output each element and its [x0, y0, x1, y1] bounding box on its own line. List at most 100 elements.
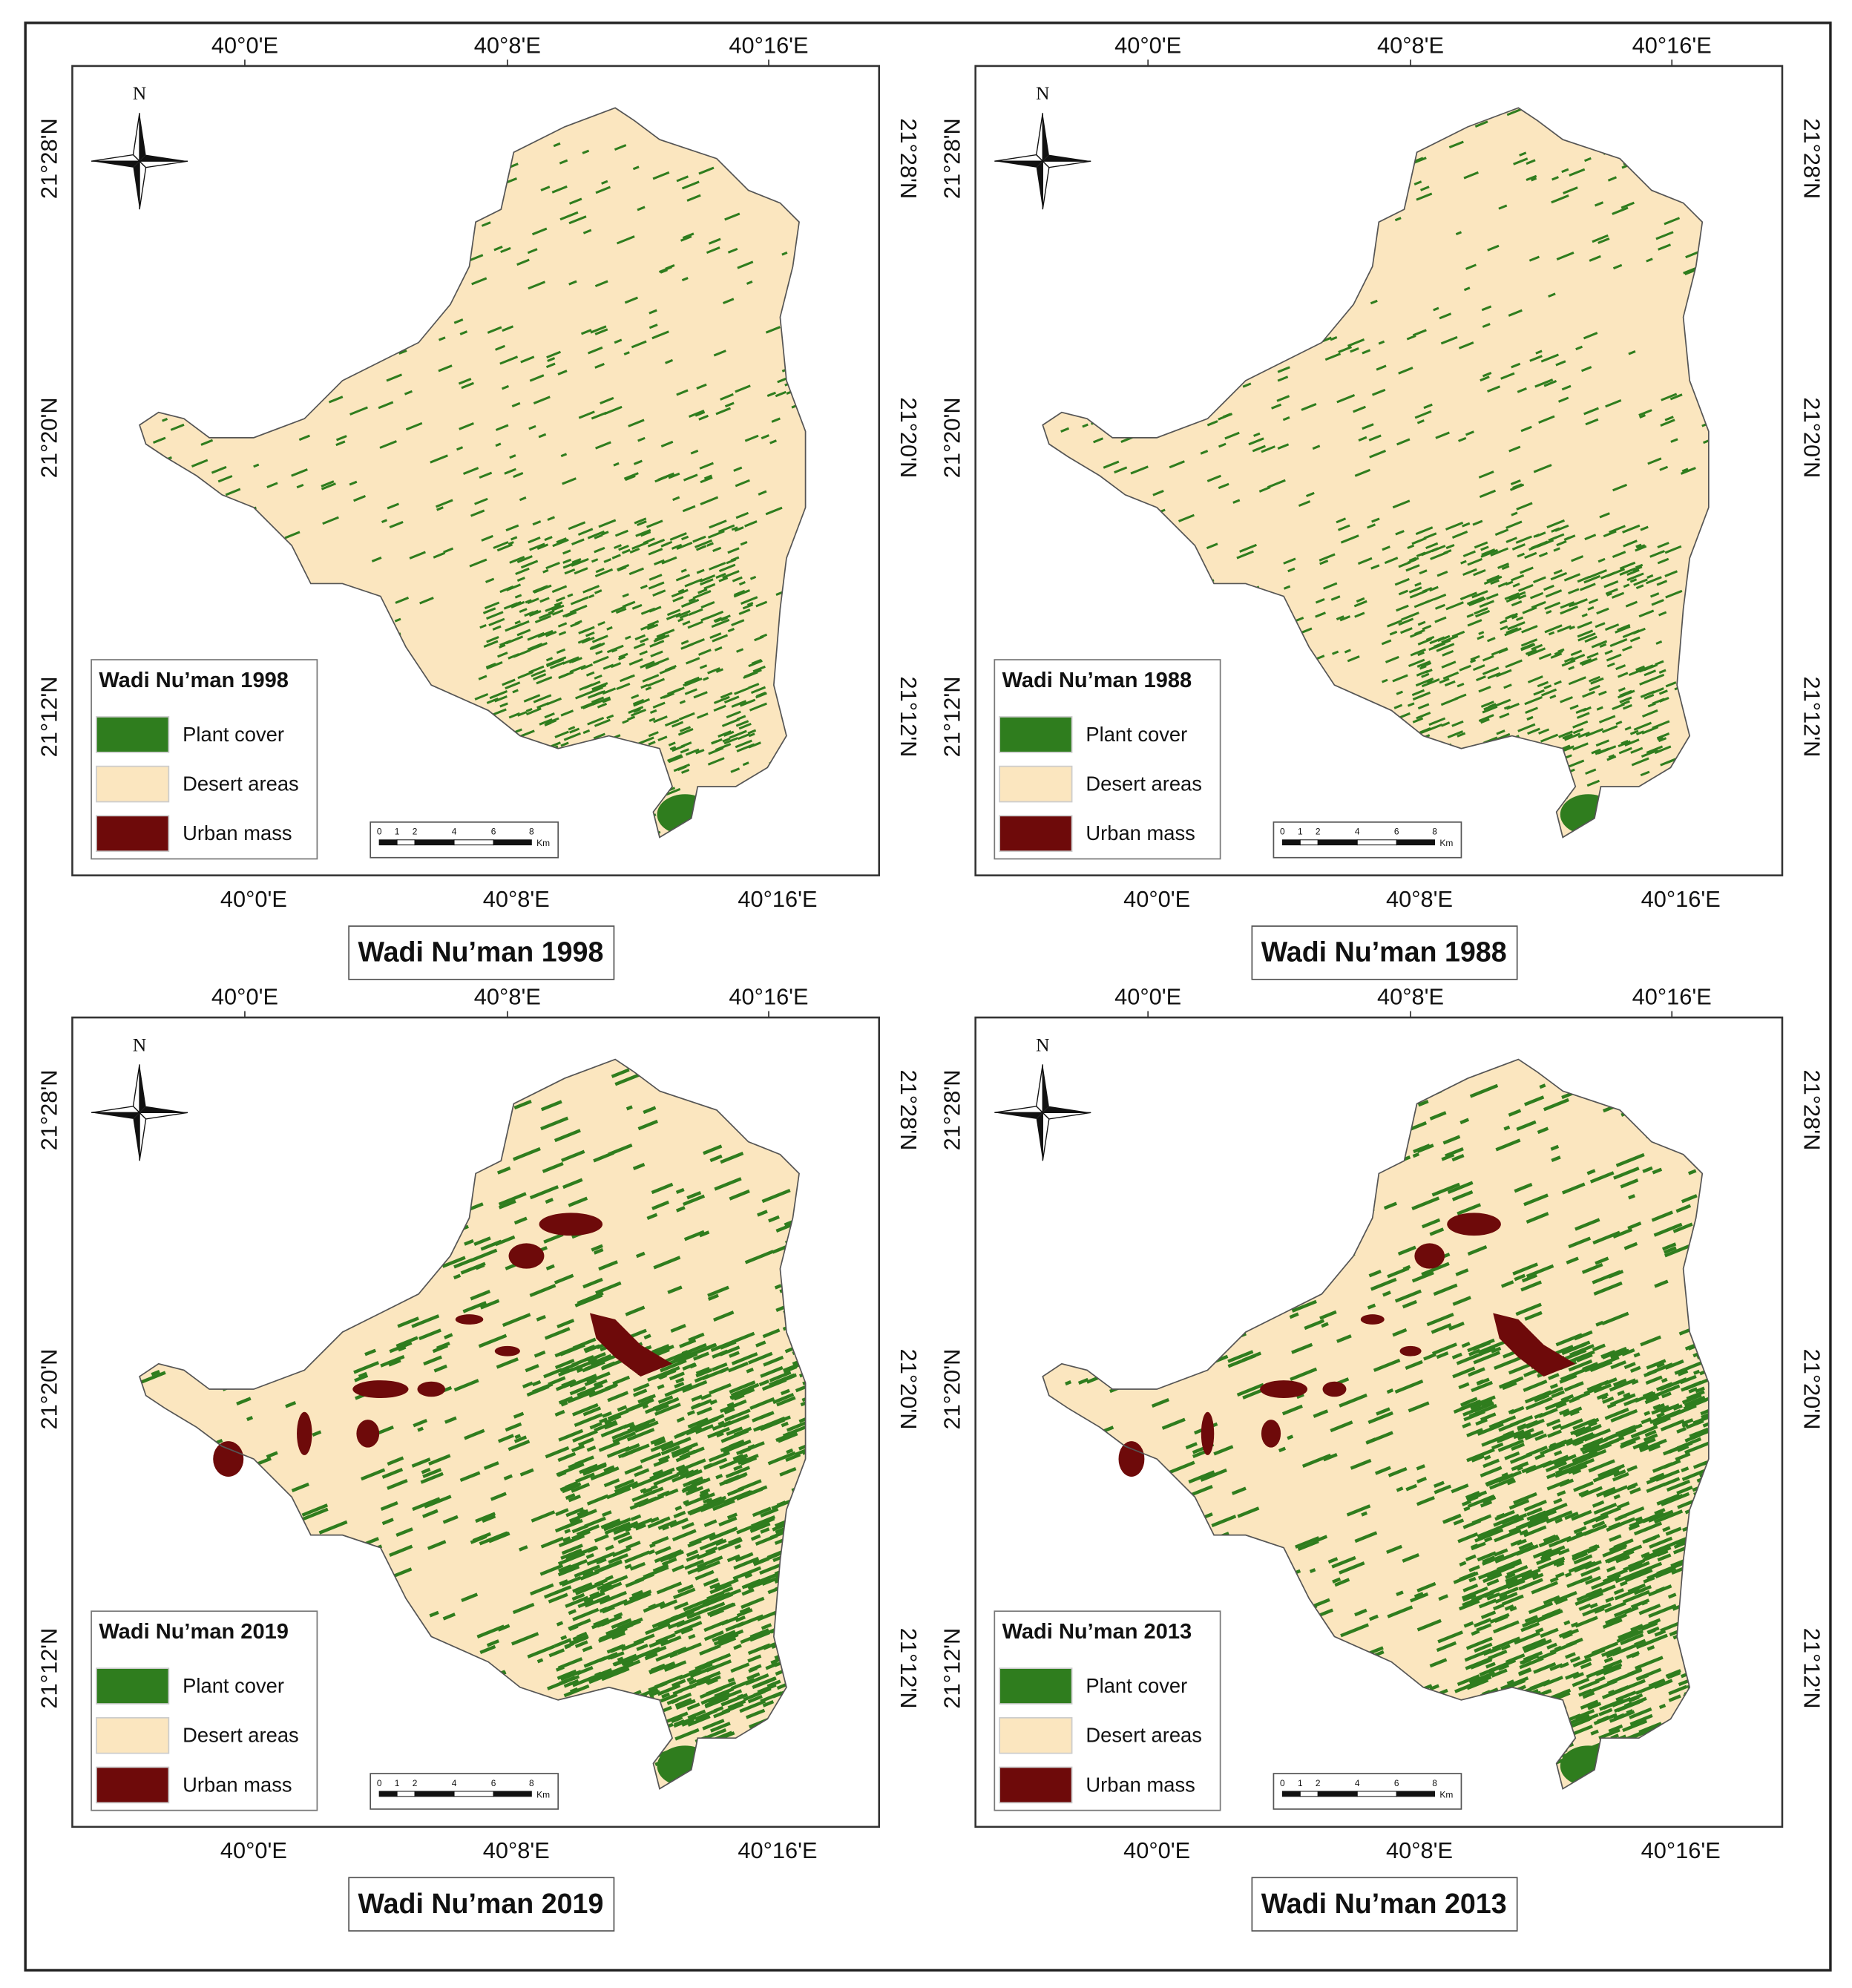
plant-patch	[1510, 1539, 1523, 1547]
plant-patch	[389, 1341, 413, 1354]
plant-patch	[1570, 649, 1583, 657]
plant-patch	[358, 1371, 368, 1379]
plant-patch	[672, 1587, 696, 1600]
plant-patch	[1675, 1204, 1692, 1213]
plant-patch	[200, 439, 214, 446]
plant-patch	[647, 1375, 657, 1382]
plant-patch	[1188, 1470, 1215, 1484]
plant-patch	[1665, 1669, 1681, 1679]
plant-patch	[1572, 1449, 1598, 1463]
plant-patch	[1535, 1507, 1543, 1513]
plant-patch	[1451, 1352, 1462, 1359]
plant-patch	[1592, 1520, 1606, 1529]
plant-patch	[1546, 1478, 1571, 1491]
plant-patch	[561, 1149, 585, 1163]
plant-patch	[712, 1499, 735, 1512]
plant-patch	[602, 1605, 615, 1614]
plant-patch	[1656, 1411, 1665, 1418]
plant-patch	[1511, 1443, 1526, 1451]
plant-patch	[700, 1393, 712, 1400]
plant-patch	[1474, 541, 1488, 549]
plant-patch	[1609, 1393, 1636, 1406]
plant-patch	[1612, 1472, 1629, 1482]
plant-patch	[1520, 425, 1532, 433]
plant-patch	[1540, 353, 1559, 363]
plant-patch	[1248, 437, 1264, 446]
plant-patch	[707, 530, 725, 539]
plant-patch	[1629, 1487, 1641, 1495]
plant-patch	[645, 686, 652, 691]
plant-patch	[1549, 1647, 1560, 1655]
plant-patch	[1652, 1403, 1661, 1410]
plant-patch	[1681, 1418, 1694, 1426]
plant-patch	[1540, 1549, 1562, 1561]
plant-patch	[1638, 1722, 1662, 1734]
plant-patch	[1619, 696, 1632, 703]
plant-patch	[579, 1463, 599, 1474]
plant-patch	[1514, 1182, 1533, 1193]
plant-patch	[1468, 1490, 1488, 1500]
plant-patch	[734, 1331, 755, 1343]
plant-patch	[571, 1403, 599, 1417]
legend-swatch	[999, 765, 1073, 803]
plant-patch	[527, 1644, 556, 1659]
plant-patch	[575, 1472, 595, 1483]
plant-patch	[697, 712, 709, 719]
arrow-part	[994, 1106, 1044, 1114]
plant-patch	[1677, 1369, 1689, 1377]
scale-label: 0	[377, 827, 382, 837]
plant-patch	[680, 643, 694, 650]
plant-patch	[549, 661, 565, 669]
plant-patch	[505, 524, 519, 532]
plant-patch	[703, 1578, 719, 1587]
plant-patch	[1463, 1621, 1474, 1628]
scale-label: 0	[1280, 827, 1285, 837]
plant-patch	[1575, 1531, 1583, 1537]
plant-patch	[1505, 520, 1523, 529]
plant-patch	[646, 1213, 658, 1220]
plant-patch	[1239, 543, 1257, 553]
plant-patch	[1546, 1535, 1559, 1542]
plant-patch	[1578, 1679, 1600, 1691]
plant-patch	[1289, 1312, 1299, 1319]
plant-patch	[560, 709, 574, 717]
plant-patch	[660, 1445, 680, 1456]
plant-patch	[1423, 403, 1433, 410]
plant-patch	[703, 1497, 711, 1504]
plant-patch	[718, 524, 735, 533]
plant-patch	[559, 211, 579, 221]
x-tick-label: 40°16'E	[1641, 886, 1721, 912]
plant-patch	[680, 235, 692, 242]
x-tick-label: 40°16'E	[1641, 1837, 1721, 1863]
plant-patch	[1687, 1169, 1697, 1175]
plant-patch	[1551, 176, 1559, 181]
plant-patch	[723, 1586, 734, 1594]
plant-patch	[1544, 624, 1563, 634]
plant-patch	[1648, 1678, 1666, 1688]
plant-patch	[601, 1667, 630, 1682]
plant-patch	[1478, 686, 1491, 693]
plant-patch	[699, 1230, 710, 1238]
plant-patch	[590, 1469, 612, 1481]
plant-patch	[651, 330, 669, 340]
plant-patch	[1518, 1667, 1531, 1676]
plant-patch	[459, 421, 474, 430]
plant-patch	[624, 1550, 651, 1564]
plant-patch	[585, 671, 595, 677]
plant-patch	[632, 1388, 648, 1397]
plant-patch	[1277, 443, 1290, 450]
plant-patch	[543, 1233, 564, 1244]
plant-patch	[692, 1351, 709, 1361]
y-tick-label: 21°20'N	[939, 397, 965, 478]
plant-patch	[1657, 1553, 1672, 1562]
plant-patch	[1591, 1575, 1620, 1590]
plant-patch	[1651, 1405, 1669, 1415]
plant-patch	[1500, 1280, 1514, 1288]
scale-label: 2	[413, 827, 418, 837]
plant-patch	[723, 1407, 735, 1414]
plant-patch	[1653, 1222, 1683, 1237]
plant-patch	[565, 1595, 589, 1608]
plant-patch	[1534, 1393, 1550, 1403]
plant-patch	[1301, 1453, 1332, 1468]
plant-patch	[430, 454, 448, 464]
